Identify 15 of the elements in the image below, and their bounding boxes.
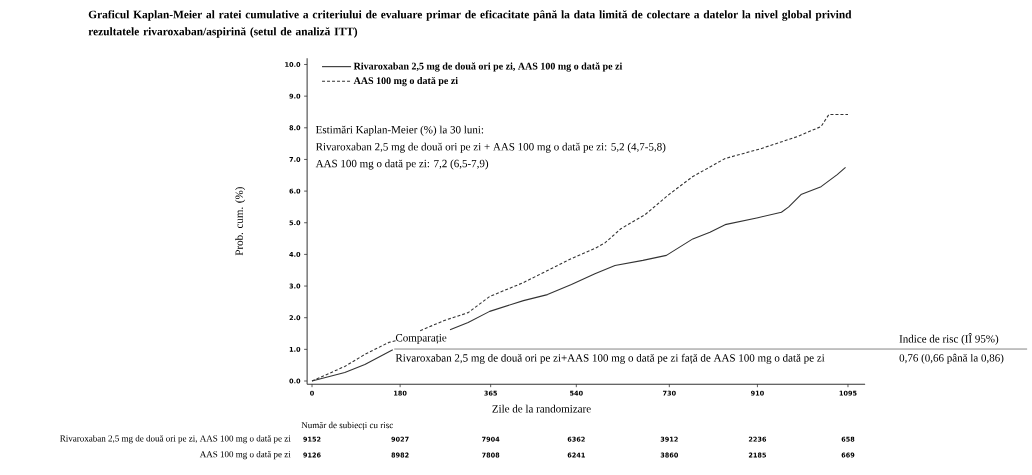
annotation: Rivaroxaban 2,5 mg de două ori pe zi + AAS 100 mg o dată pe zi: 5,2 (4,7-5,8) — [315, 142, 666, 153]
text: 0,76 (0,66 până la 0,86) — [899, 353, 1004, 364]
text: Număr de subiecți cu risc — [301, 421, 393, 431]
annotation: Estimări Kaplan-Meier (%) la 30 luni: — [315, 125, 484, 136]
annotation: Rivaroxaban 2,5 mg de două ori pe zi+AAS 100 mg o dată pe zi față de AAS 100 mg o dată pe zi — [395, 353, 825, 364]
text: Rivaroxaban 2,5 mg de două ori pe zi, AAS 100 mg o dată pe zi — [60, 435, 291, 444]
chart-title: Graficul Kaplan-Meier al ratei cumulative a criteriului de evaluare primar de eficacitate până la data limită de colectare a datelor la nivel global privind rezultatele rivaroxaban/aspirină (setul de analiză ITT) — [88, 10, 852, 38]
annotation: Comparație — [395, 334, 447, 344]
annotation: AAS 100 mg o dată pe zi: 7,2 (6,5-7,9) — [315, 159, 489, 170]
text: Indice de risc (IÎ 95%) — [899, 333, 999, 345]
text: AAS 100 mg o dată pe zi — [199, 450, 291, 460]
x-axis-title: Zile de la randomizare — [492, 404, 591, 413]
legend-label: Rivaroxaban 2,5 mg de două ori pe zi, AAS 100 mg o dată pe zi — [353, 62, 623, 72]
y-axis-title: Prob. cum. (%) — [235, 187, 246, 256]
legend-label: AAS 100 mg o dată pe zi — [353, 76, 458, 87]
